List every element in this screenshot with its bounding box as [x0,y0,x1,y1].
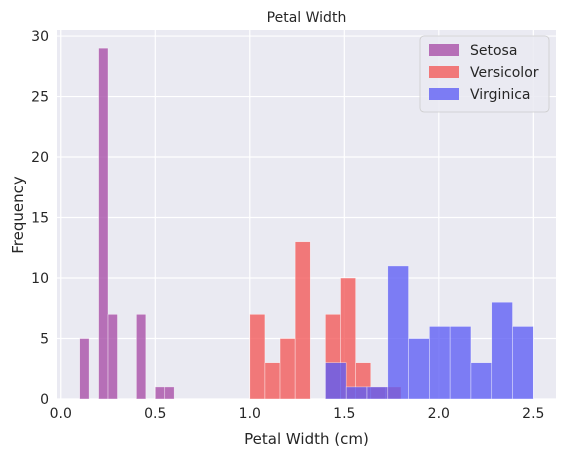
bar-virginica [512,326,534,400]
chart-title: Petal Width [267,10,347,26]
x-axis-ticks: 0.0 0.5 1.0 1.5 2.0 2.5 [50,406,545,422]
bar-virginica [429,326,451,400]
x-tick-label: 0.5 [144,406,166,422]
bar-versicolor [264,362,281,400]
bar-setosa [154,386,166,400]
bar-virginica [491,301,513,400]
bar-versicolor [279,338,296,400]
x-tick-label: 2.0 [428,406,450,422]
y-tick-label: 25 [31,90,49,106]
legend-swatch-versicolor [429,66,459,78]
legend-label-virginica: Virginica [470,87,530,103]
bar-versicolor [249,314,266,400]
y-tick-label: 0 [40,392,49,408]
y-axis-ticks: 0 5 10 15 20 25 30 [31,29,49,408]
histogram-bars [79,47,534,400]
x-tick-label: 1.0 [239,406,261,422]
legend-label-setosa: Setosa [470,43,517,59]
bar-virginica [387,265,409,400]
bar-setosa [79,338,90,400]
bar-versicolor [294,241,311,400]
legend: Setosa Versicolor Virginica [419,35,550,113]
x-axis-title: Petal Width (cm) [244,430,369,448]
y-axis-title: Frequency [9,176,27,254]
bar-virginica [325,362,347,400]
bar-virginica [408,338,430,400]
y-tick-label: 20 [31,150,49,166]
x-tick-label: 1.5 [333,406,355,422]
bar-setosa [164,386,175,400]
bar-setosa [98,47,109,400]
x-tick-label: 0.0 [50,406,72,422]
x-tick-label: 2.5 [522,406,544,422]
bar-virginica [345,386,368,400]
bar-virginica [470,362,493,400]
y-tick-label: 30 [31,29,49,45]
bar-setosa [136,314,147,400]
y-tick-label: 10 [31,271,49,287]
legend-swatch-virginica [429,88,459,100]
legend-label-versicolor: Versicolor [470,65,539,81]
bar-setosa [107,314,118,400]
bar-virginica [366,386,389,400]
bar-virginica [449,326,472,400]
legend-swatch-setosa [429,44,459,56]
y-tick-label: 5 [40,332,49,348]
y-tick-label: 15 [31,211,49,227]
